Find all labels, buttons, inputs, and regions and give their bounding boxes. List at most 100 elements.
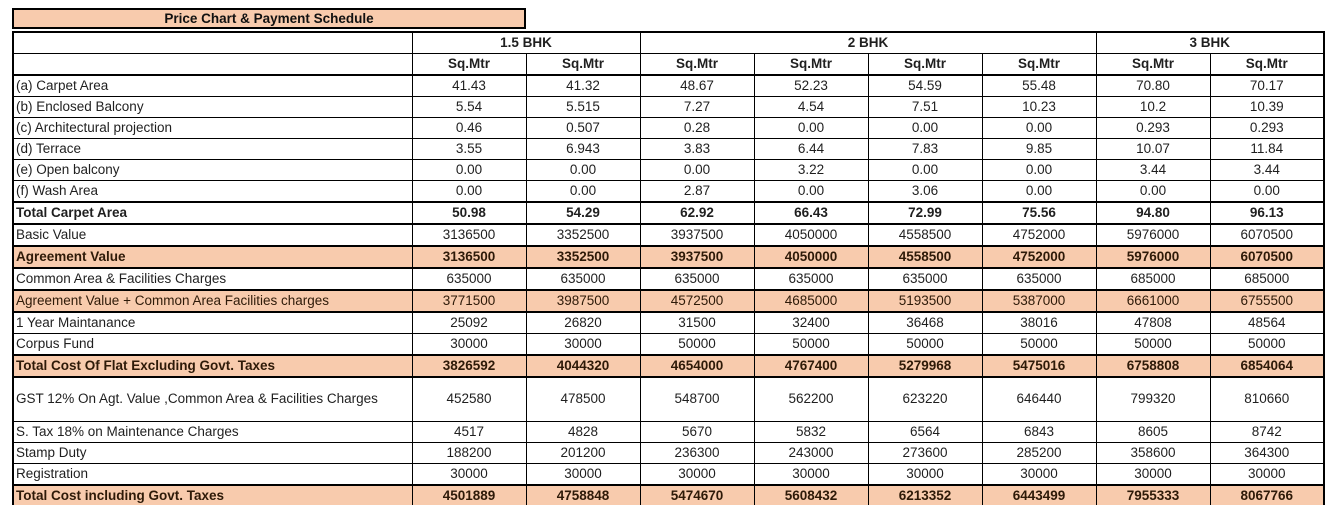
value-cell: 41.32 bbox=[525, 74, 641, 97]
value-cell: 30000 bbox=[639, 462, 755, 485]
value-cell: 4685000 bbox=[753, 289, 869, 313]
corner-cell bbox=[12, 31, 413, 54]
value-cell: 635000 bbox=[411, 267, 527, 291]
table-row: S. Tax 18% on Maintenance Charges 4517 482… bbox=[12, 420, 1325, 443]
row-label: 1 Year Maintanance bbox=[12, 311, 413, 334]
unit-header: Sq.Mtr bbox=[1095, 53, 1211, 76]
value-cell: 4.54 bbox=[753, 96, 869, 118]
value-cell: 3.06 bbox=[867, 180, 983, 203]
value-cell: 50.98 bbox=[411, 201, 527, 225]
value-cell: 54.59 bbox=[867, 74, 983, 97]
group-header: 2 BHK bbox=[639, 31, 1097, 54]
table-row: Basic Value 3136500 3352500 3937500 4050000 4… bbox=[12, 223, 1325, 247]
table-row: Corpus Fund 30000 30000 50000 50000 50000 5000… bbox=[12, 333, 1325, 356]
table-row: (a) Carpet Area 41.43 41.32 48.67 52.23 54.59… bbox=[12, 74, 1325, 97]
value-cell: 30000 bbox=[753, 462, 869, 485]
table-row: (b) Enclosed Balcony 5.54 5.515 7.27 4.54 7.5… bbox=[12, 96, 1325, 118]
row-label: (a) Carpet Area bbox=[12, 74, 413, 97]
value-cell: 50000 bbox=[753, 333, 869, 356]
value-cell: 0.00 bbox=[981, 117, 1097, 139]
value-cell: 50000 bbox=[981, 333, 1097, 356]
table-row: (c) Architectural projection 0.46 0.507 0.2… bbox=[12, 117, 1325, 139]
table-row: Registration 30000 30000 30000 30000 30000 300… bbox=[12, 462, 1325, 485]
value-cell: 6564 bbox=[867, 420, 983, 443]
value-cell: 3826592 bbox=[411, 354, 527, 378]
row-label: S. Tax 18% on Maintenance Charges bbox=[12, 420, 413, 443]
value-cell: 4517 bbox=[411, 420, 527, 443]
value-cell: 0.00 bbox=[639, 159, 755, 181]
row-label: Registration bbox=[12, 462, 413, 485]
value-cell: 6758808 bbox=[1095, 354, 1211, 378]
value-cell: 685000 bbox=[1095, 267, 1211, 291]
value-cell: 5670 bbox=[639, 420, 755, 443]
value-cell: 25092 bbox=[411, 311, 527, 334]
value-cell: 4501889 bbox=[411, 483, 527, 505]
unit-header: Sq.Mtr bbox=[411, 53, 527, 76]
value-cell: 3937500 bbox=[639, 223, 755, 247]
value-cell: 0.00 bbox=[753, 117, 869, 139]
value-cell: 54.29 bbox=[525, 201, 641, 225]
value-cell: 5976000 bbox=[1095, 223, 1211, 247]
value-cell: 201200 bbox=[525, 441, 641, 464]
value-cell: 4558500 bbox=[867, 245, 983, 269]
value-cell: 30000 bbox=[1209, 462, 1325, 485]
table-row: (d) Terrace 3.55 6.943 3.83 6.44 7.83 9.85 10.0… bbox=[12, 138, 1325, 160]
value-cell: 188200 bbox=[411, 441, 527, 464]
unit-header: Sq.Mtr bbox=[867, 53, 983, 76]
table-row: Agreement Value + Common Area Facilities… bbox=[12, 289, 1325, 313]
value-cell: 5608432 bbox=[753, 483, 869, 505]
value-cell: 30000 bbox=[525, 333, 641, 356]
unit-header: Sq.Mtr bbox=[639, 53, 755, 76]
value-cell: 6.943 bbox=[525, 138, 641, 160]
value-cell: 41.43 bbox=[411, 74, 527, 97]
value-cell: 5.515 bbox=[525, 96, 641, 118]
value-cell: 11.84 bbox=[1209, 138, 1325, 160]
value-cell: 6070500 bbox=[1209, 223, 1325, 247]
value-cell: 4758848 bbox=[525, 483, 641, 505]
table-row: GST 12% On Agt. Value ,Common Area & Fac… bbox=[12, 376, 1325, 422]
row-label: Total Cost Of Flat Excluding Govt. Taxes bbox=[12, 354, 413, 378]
value-cell: 635000 bbox=[525, 267, 641, 291]
value-cell: 0.00 bbox=[411, 159, 527, 181]
value-cell: 5475016 bbox=[981, 354, 1097, 378]
value-cell: 36468 bbox=[867, 311, 983, 334]
value-cell: 4654000 bbox=[639, 354, 755, 378]
unit-header: Sq.Mtr bbox=[525, 53, 641, 76]
value-cell: 478500 bbox=[525, 376, 641, 422]
value-cell: 6.44 bbox=[753, 138, 869, 160]
value-cell: 0.00 bbox=[525, 159, 641, 181]
value-cell: 623220 bbox=[867, 376, 983, 422]
value-cell: 4752000 bbox=[981, 223, 1097, 247]
value-cell: 685000 bbox=[1209, 267, 1325, 291]
value-cell: 452580 bbox=[411, 376, 527, 422]
value-cell: 50000 bbox=[639, 333, 755, 356]
value-cell: 7955333 bbox=[1095, 483, 1211, 505]
value-cell: 6213352 bbox=[867, 483, 983, 505]
table-row: 1 Year Maintanance 25092 26820 31500 32400 36… bbox=[12, 311, 1325, 334]
value-cell: 0.00 bbox=[867, 117, 983, 139]
value-cell: 5387000 bbox=[981, 289, 1097, 313]
value-cell: 3352500 bbox=[525, 223, 641, 247]
value-cell: 32400 bbox=[753, 311, 869, 334]
value-cell: 4572500 bbox=[639, 289, 755, 313]
unit-header: Sq.Mtr bbox=[1209, 53, 1325, 76]
value-cell: 4050000 bbox=[753, 223, 869, 247]
page-title: Price Chart & Payment Schedule bbox=[12, 8, 526, 29]
value-cell: 7.27 bbox=[639, 96, 755, 118]
row-label: (d) Terrace bbox=[12, 138, 413, 160]
value-cell: 4558500 bbox=[867, 223, 983, 247]
value-cell: 75.56 bbox=[981, 201, 1097, 225]
row-label: Total Carpet Area bbox=[12, 201, 413, 225]
price-table: 1.5 BHK 2 BHK 3 BHK Sq.Mtr Sq.Mtr Sq.Mtr Sq.Mt… bbox=[12, 31, 1325, 505]
value-cell: 47808 bbox=[1095, 311, 1211, 334]
value-cell: 9.85 bbox=[981, 138, 1097, 160]
value-cell: 8742 bbox=[1209, 420, 1325, 443]
value-cell: 50000 bbox=[1209, 333, 1325, 356]
value-cell: 38016 bbox=[981, 311, 1097, 334]
value-cell: 799320 bbox=[1095, 376, 1211, 422]
value-cell: 3987500 bbox=[525, 289, 641, 313]
value-cell: 0.46 bbox=[411, 117, 527, 139]
value-cell: 3136500 bbox=[411, 245, 527, 269]
value-cell: 646440 bbox=[981, 376, 1097, 422]
value-cell: 5193500 bbox=[867, 289, 983, 313]
